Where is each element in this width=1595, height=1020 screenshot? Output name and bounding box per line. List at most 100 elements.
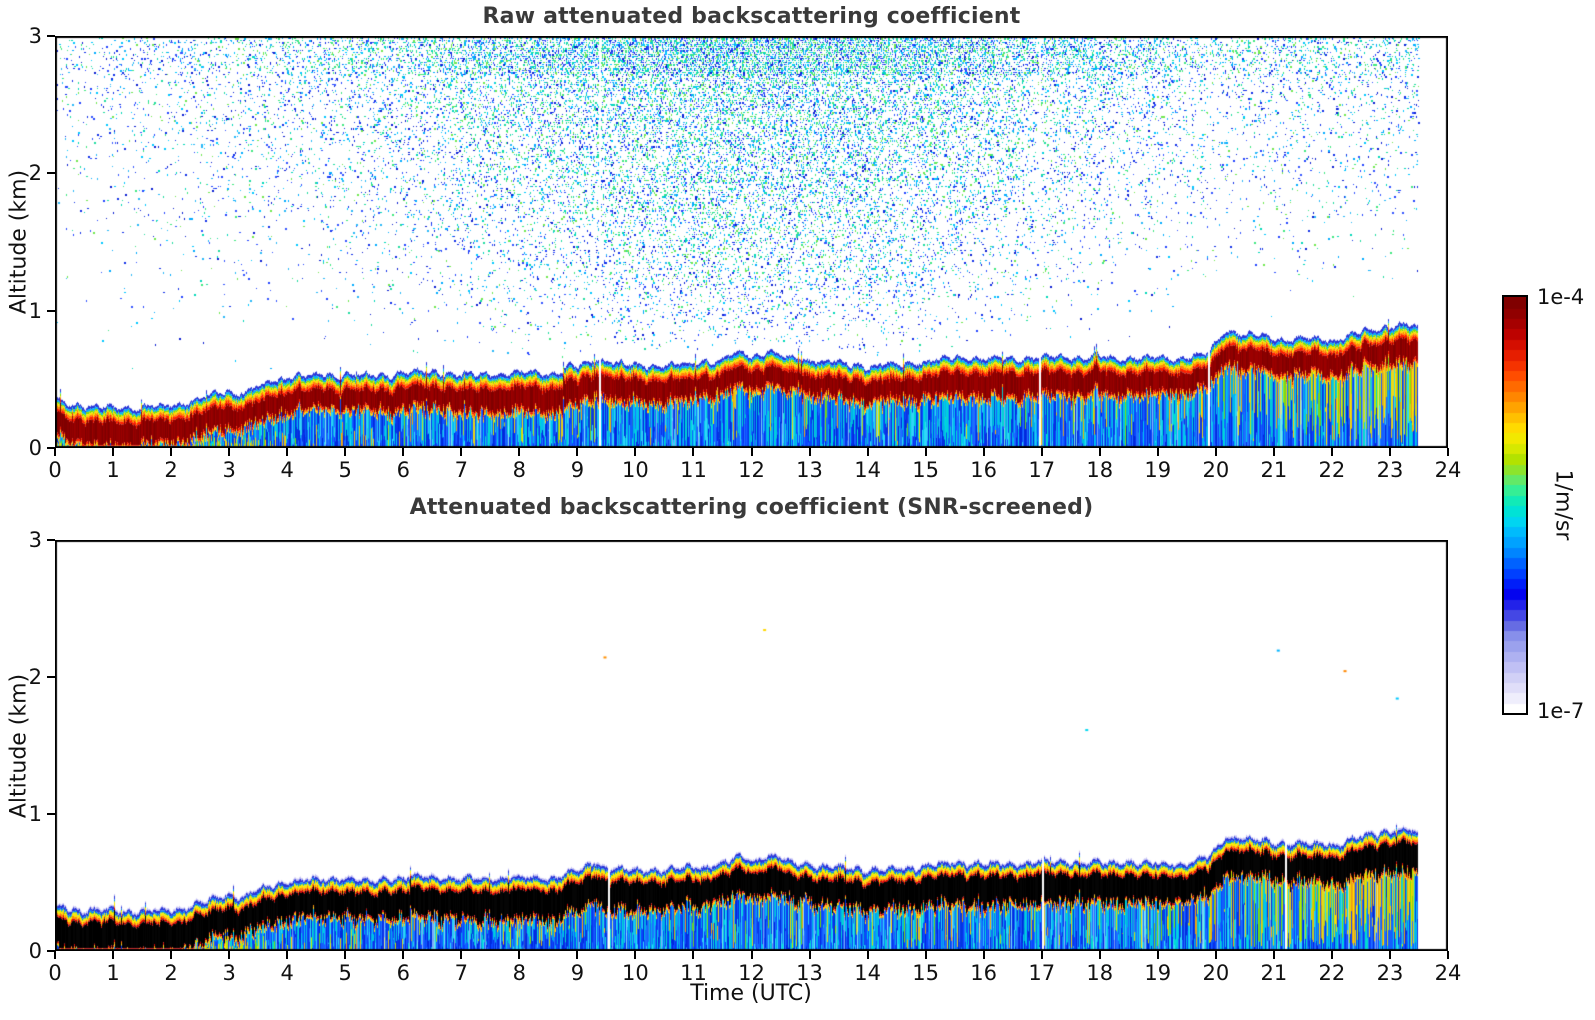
x-tick — [1272, 951, 1275, 959]
x-tick-label: 19 — [1144, 961, 1172, 985]
x-tick-label: 3 — [222, 458, 236, 482]
x-tick-label: 10 — [622, 961, 649, 985]
x-tick — [460, 951, 463, 959]
x-tick — [460, 448, 463, 456]
x-tick — [228, 448, 231, 456]
x-tick-label: 14 — [854, 458, 881, 482]
x-tick — [1040, 951, 1043, 959]
x-tick — [634, 951, 637, 959]
x-tick — [402, 951, 405, 959]
colorbar-unit-label: 1/m/sr — [1550, 469, 1576, 541]
x-tick-label: 22 — [1318, 458, 1346, 482]
x-tick — [286, 448, 289, 456]
x-tick — [228, 951, 231, 959]
x-tick-label: 22 — [1318, 961, 1346, 985]
x-tick-label: 17 — [1028, 961, 1056, 985]
x-tick-label: 8 — [512, 458, 527, 482]
x-tick — [1330, 448, 1333, 456]
x-tick-label: 20 — [1202, 961, 1230, 985]
x-axis-label: Time (UTC) — [690, 981, 812, 1006]
x-tick-label: 7 — [454, 961, 468, 985]
chart-title-raw: Raw attenuated backscattering coefficien… — [482, 4, 1021, 29]
x-tick-label: 11 — [680, 961, 707, 985]
x-tick-label: 18 — [1086, 458, 1114, 482]
x-tick — [1272, 448, 1275, 456]
x-tick-label: 24 — [1434, 961, 1462, 985]
x-tick-label: 24 — [1434, 458, 1462, 482]
x-tick-label: 2 — [164, 458, 178, 482]
x-tick-label: 2 — [164, 961, 178, 985]
x-tick — [982, 448, 985, 456]
x-tick — [1156, 951, 1159, 959]
x-tick — [1214, 448, 1217, 456]
x-tick-label: 16 — [970, 458, 998, 482]
x-tick-label: 8 — [512, 961, 527, 985]
x-tick-label: 14 — [854, 961, 881, 985]
y-tick — [47, 172, 55, 175]
y-tick-label: 3 — [28, 24, 42, 48]
x-tick-label: 11 — [680, 458, 707, 482]
x-tick-label: 13 — [796, 458, 823, 482]
x-tick-label: 6 — [396, 458, 410, 482]
y-tick — [47, 35, 55, 37]
x-tick-label: 15 — [912, 458, 939, 482]
raw-heatmap-canvas — [55, 36, 1448, 448]
x-tick — [344, 951, 347, 959]
x-tick-label: 13 — [796, 961, 823, 985]
x-tick — [518, 951, 521, 959]
x-tick-label: 7 — [454, 458, 468, 482]
x-tick — [1388, 448, 1391, 456]
x-tick-label: 4 — [280, 961, 294, 985]
x-tick — [1098, 951, 1101, 959]
y-tick-label: 0 — [28, 939, 42, 963]
y-tick-label: 2 — [28, 665, 42, 689]
x-tick — [1156, 448, 1159, 456]
x-tick — [692, 448, 695, 456]
colorbar-max-label: 1e-4 — [1537, 285, 1585, 309]
y-tick-label: 3 — [28, 528, 42, 552]
x-tick — [402, 448, 405, 456]
y-tick — [47, 813, 55, 815]
x-tick-label: 12 — [738, 458, 765, 482]
x-tick — [1447, 951, 1449, 959]
x-tick — [866, 448, 869, 456]
x-tick — [112, 951, 115, 959]
y-axis-label-raw: Altitude (km) — [6, 169, 32, 315]
chart-title-screened: Attenuated backscattering coefficient (S… — [409, 495, 1094, 520]
y-tick — [47, 676, 55, 678]
colorbar-canvas — [1504, 297, 1526, 713]
x-tick-label: 10 — [622, 458, 649, 482]
x-tick — [1040, 448, 1043, 456]
y-tick — [47, 950, 55, 952]
x-tick-label: 9 — [570, 458, 585, 482]
x-tick — [1388, 951, 1391, 959]
x-tick-label: 0 — [48, 961, 62, 985]
y-tick — [47, 539, 55, 541]
colorbar — [1502, 295, 1528, 715]
y-axis-label-screened: Altitude (km) — [6, 673, 32, 819]
x-tick — [576, 448, 579, 456]
x-tick-label: 9 — [570, 961, 585, 985]
x-tick-label: 15 — [912, 961, 939, 985]
x-tick — [808, 951, 811, 959]
x-tick-label: 21 — [1260, 961, 1288, 985]
x-tick — [866, 951, 869, 959]
x-tick — [54, 448, 56, 456]
x-tick — [54, 951, 56, 959]
x-tick-label: 0 — [48, 458, 62, 482]
x-tick — [576, 951, 579, 959]
x-tick-label: 4 — [280, 458, 294, 482]
x-tick-label: 19 — [1144, 458, 1172, 482]
x-tick — [750, 448, 753, 456]
y-tick-label: 0 — [28, 436, 42, 460]
x-tick-label: 3 — [222, 961, 236, 985]
x-tick-label: 23 — [1376, 961, 1404, 985]
x-tick-label: 18 — [1086, 961, 1114, 985]
x-tick-label: 16 — [970, 961, 998, 985]
x-tick — [112, 448, 115, 456]
x-tick-label: 1 — [106, 961, 120, 985]
x-tick — [170, 951, 173, 959]
raw-heatmap-plot — [55, 36, 1448, 448]
x-tick-label: 17 — [1028, 458, 1056, 482]
